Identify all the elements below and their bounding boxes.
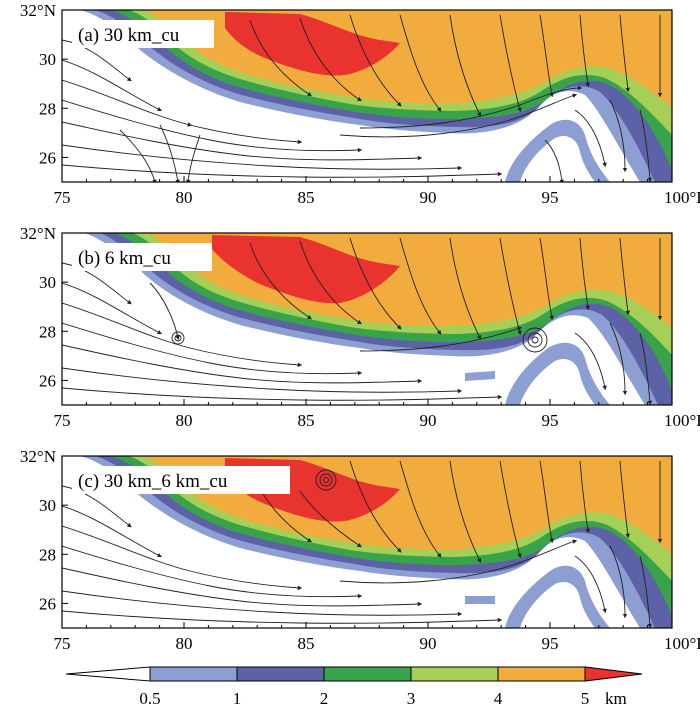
colorbar-label: 5: [581, 689, 590, 708]
y-tick-label: 26: [39, 148, 56, 167]
terrain-b: [62, 233, 672, 405]
x-tick-label: 75: [54, 188, 71, 207]
y-tick-label: 32°N: [20, 1, 56, 20]
axes: 75 80 85 90 95 100°E 26 28 30 32°N 75 80 85 90 95 100°E…: [20, 1, 700, 653]
x-tick-label: 100°E: [664, 188, 700, 207]
x-tick-label: 75: [54, 634, 71, 653]
colorbar-label: 3: [407, 689, 416, 708]
y-tick-label: 30: [39, 496, 56, 515]
y-tick-label: 30: [39, 273, 56, 292]
colorbar-segment-05-1: [149, 666, 238, 682]
colorbar-label: 4: [494, 689, 503, 708]
x-tick-label: 80: [176, 411, 193, 430]
y-tick-label: 26: [39, 594, 56, 613]
x-tick-label: 95: [542, 411, 559, 430]
x-tick-label: 90: [420, 188, 437, 207]
x-tick-label: 95: [542, 634, 559, 653]
streamlines-b: [62, 237, 663, 405]
x-tick-label: 85: [298, 634, 315, 653]
colorbar-unit: km: [605, 689, 627, 708]
y-tick-label: 30: [39, 50, 56, 69]
panel-b-label: (b) 6 km_cu: [78, 248, 171, 269]
x-tick-label: 95: [542, 188, 559, 207]
colorbar-segment-lt05: [65, 666, 151, 682]
y-tick-label: 32°N: [20, 447, 56, 466]
x-tick-label: 75: [54, 411, 71, 430]
y-tick-label: 28: [39, 545, 56, 564]
colorbar-segment-4-5: [497, 666, 586, 682]
colorbar-label: 0.5: [139, 689, 160, 708]
colorbar: 0.5 1 2 3 4 5 km: [65, 666, 643, 708]
panel-a: (a) 30 km_cu: [61, 9, 673, 183]
x-tick-label: 80: [176, 188, 193, 207]
x-tick-label: 100°E: [664, 411, 700, 430]
panel-c: (c) 30 km_6 km_cu: [61, 455, 673, 629]
panel-b: (b) 6 km_cu: [61, 232, 673, 406]
colorbar-segment-1-2: [236, 666, 325, 682]
colorbar-label: 2: [320, 689, 329, 708]
panel-c-label: (c) 30 km_6 km_cu: [78, 471, 228, 492]
x-tick-label: 90: [420, 634, 437, 653]
panel-a-label: (a) 30 km_cu: [78, 25, 180, 46]
colorbar-segment-gt5: [584, 666, 643, 682]
colorbar-label: 1: [233, 689, 242, 708]
y-tick-label: 28: [39, 99, 56, 118]
y-tick-label: 28: [39, 322, 56, 341]
colorbar-segment-3-4: [410, 666, 499, 682]
x-tick-label: 100°E: [664, 634, 700, 653]
x-tick-label: 90: [420, 411, 437, 430]
x-tick-label: 85: [298, 188, 315, 207]
streamlines-c: [62, 460, 663, 628]
colorbar-segment-2-3: [323, 666, 412, 682]
streamlines-a: [62, 14, 663, 182]
x-tick-label: 80: [176, 634, 193, 653]
terrain-a: [62, 10, 672, 182]
x-tick-label: 85: [298, 411, 315, 430]
y-tick-label: 26: [39, 371, 56, 390]
y-tick-label: 32°N: [20, 224, 56, 243]
